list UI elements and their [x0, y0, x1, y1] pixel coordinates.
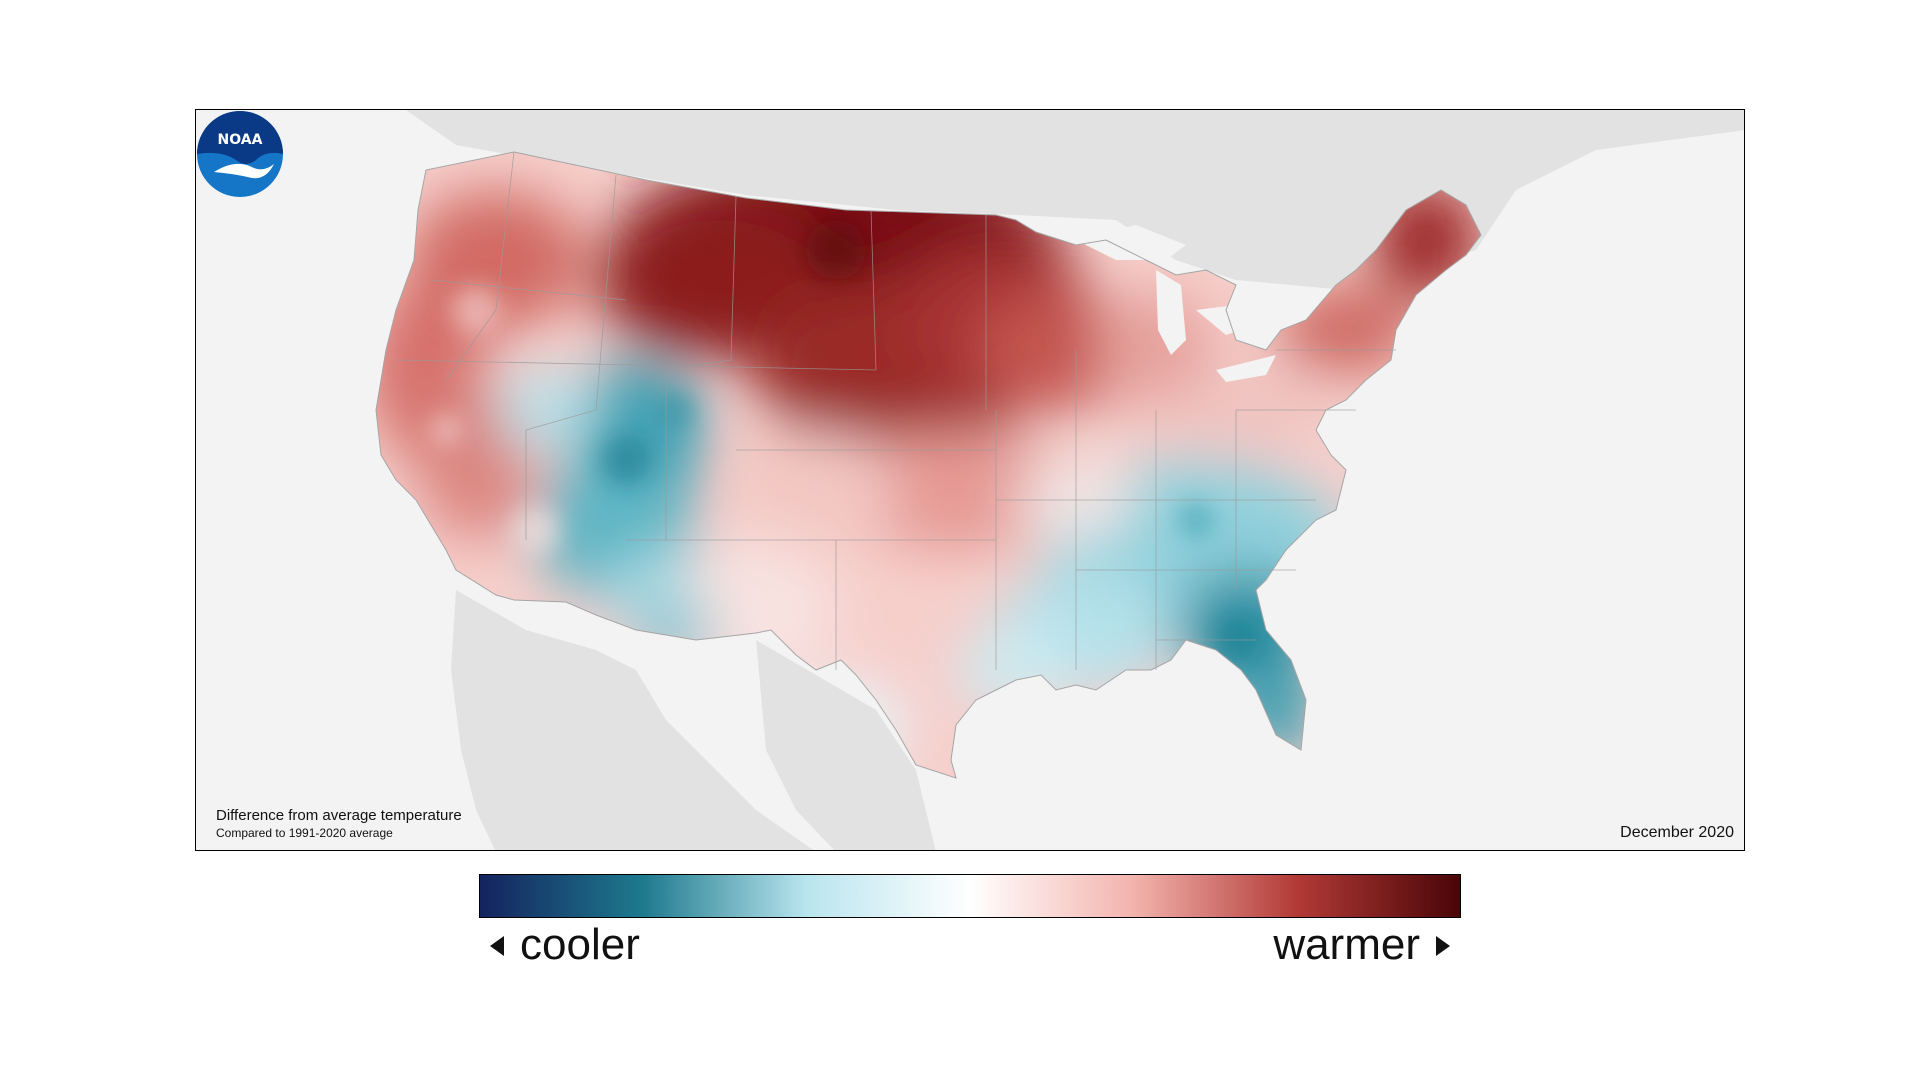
legend-warmer-label: warmer	[1273, 920, 1420, 969]
great-lakes	[1076, 225, 1276, 382]
map-caption-title: Difference from average temperature	[216, 807, 462, 824]
mexico-landmass-east	[756, 640, 936, 850]
us-outline	[375, 151, 1482, 779]
temperature-map	[375, 110, 1744, 850]
map-panel: Difference from average temperature Comp…	[195, 109, 1745, 851]
legend-cooler-label: cooler	[520, 920, 640, 969]
map-date: December 2020	[1620, 824, 1734, 841]
noaa-logo-text: NOAA	[218, 132, 263, 148]
left-arrow-icon	[490, 936, 504, 956]
map-caption-subtitle: Compared to 1991-2020 average	[216, 826, 393, 840]
color-scale-bar	[479, 874, 1461, 918]
state-borders	[395, 151, 1396, 670]
mexico-landmass	[451, 590, 814, 850]
right-arrow-icon	[1436, 936, 1450, 956]
noaa-logo: NOAA	[197, 111, 283, 197]
